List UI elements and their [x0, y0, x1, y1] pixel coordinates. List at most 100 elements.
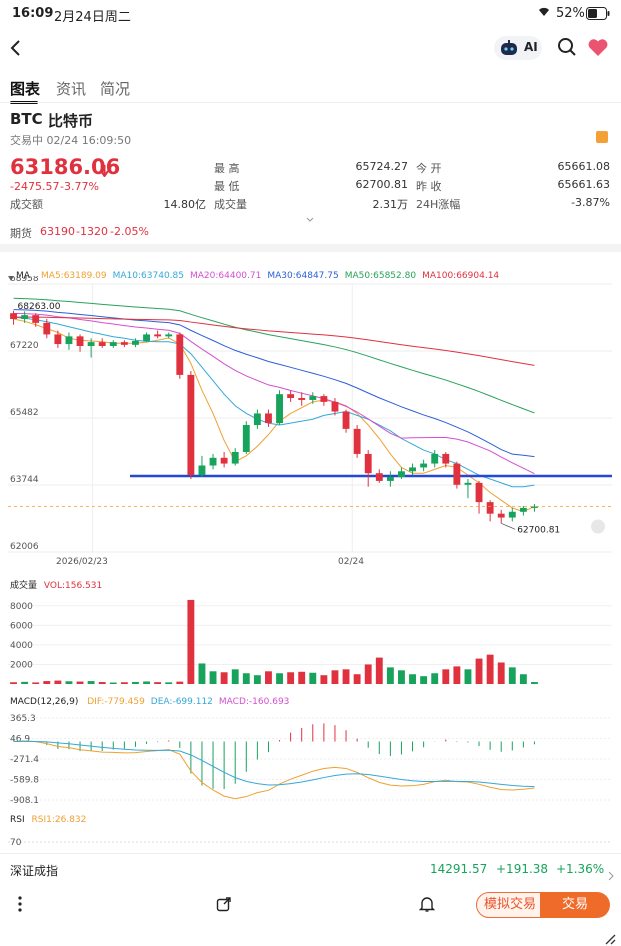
candle-body: [508, 511, 516, 518]
volume-bar: [187, 599, 195, 684]
alert-bell-icon[interactable]: [418, 895, 436, 917]
volume-bar: [364, 664, 372, 684]
volume-bar: [475, 658, 483, 684]
currency-badge-icon: [596, 131, 608, 143]
candlestick-chart[interactable]: 68958 67220 65482 63744 62006 2026/02/23 02/24…: [0, 276, 621, 570]
low-label: 最 低: [214, 180, 240, 193]
candle-body: [209, 457, 217, 466]
status-date: 2月24日周二: [54, 10, 131, 25]
volume-bar: [453, 666, 461, 684]
candle-body: [475, 482, 483, 503]
tab-chart[interactable]: 图表: [10, 80, 41, 98]
candle-body: [420, 463, 428, 468]
volume-bar: [497, 662, 505, 684]
candle-body: [265, 413, 272, 424]
resize-handle-icon[interactable]: [604, 930, 616, 946]
candle-body: [32, 315, 40, 323]
candle-body: [187, 374, 195, 476]
volume-chart[interactable]: 8000 6000 4000 2000: [0, 592, 621, 688]
index-name[interactable]: 深证成指: [10, 864, 59, 878]
volume-value: 2.31万: [372, 198, 409, 211]
tab-news[interactable]: 资讯: [56, 80, 87, 98]
chart-reset-icon: [591, 519, 605, 534]
tab-profile[interactable]: 简况: [100, 80, 131, 98]
volume-bar: [198, 663, 206, 684]
candle-body: [398, 471, 405, 478]
y-tick-label: 63744: [10, 475, 39, 485]
candle-body: [353, 428, 361, 454]
candle-body: [98, 342, 106, 346]
index-divider: [0, 853, 621, 854]
ma-legend-item: MA20:64400.71: [190, 271, 262, 281]
status-bar: 16:09 2月24日周二 52%: [0, 0, 621, 28]
simulated-trade-button[interactable]: 模拟交易: [476, 892, 544, 918]
x-tick-label: 02/24: [338, 557, 364, 567]
volume-bar: [486, 654, 494, 684]
y-tick-label: -908.1: [10, 796, 39, 806]
volume-bar: [242, 673, 250, 684]
symbol-name: 比特币: [48, 112, 94, 130]
x-tick-label: 2026/02/23: [56, 557, 108, 567]
volume-bar: [508, 667, 516, 684]
expand-chevron-icon[interactable]: [306, 208, 314, 227]
low-annotation-leader: [501, 522, 516, 530]
low-value: 62700.81: [355, 178, 409, 191]
candle-body: [220, 457, 228, 464]
open-label: 今 开: [416, 162, 442, 175]
candle-body: [65, 336, 73, 345]
candle-body: [442, 453, 450, 464]
index-value: 14291.57: [430, 862, 488, 876]
rsi-chart[interactable]: 70: [0, 828, 621, 852]
volume-label: 成交量: [214, 198, 247, 211]
search-icon[interactable]: [557, 37, 577, 61]
volume-bar: [386, 667, 394, 684]
candle-body: [43, 322, 51, 335]
ma-legend-item: MA30:64847.75: [267, 271, 339, 281]
volume-bar: [54, 680, 62, 684]
change-24h-value: -3.87%: [571, 196, 610, 209]
back-icon[interactable]: [8, 38, 24, 62]
volume-bar: [420, 676, 428, 684]
battery-icon: [586, 7, 610, 24]
volume-bar: [220, 672, 228, 684]
y-tick-label: 4000: [10, 641, 33, 651]
more-menu-icon[interactable]: [18, 896, 22, 916]
y-tick-label: 6000: [10, 621, 33, 631]
candle-body: [176, 334, 184, 375]
candle-body: [276, 394, 283, 424]
volume-bar: [10, 682, 17, 684]
tab-bar: 图表 资讯 简况: [0, 74, 621, 104]
rsi-value: RSI1:26.832: [31, 815, 87, 825]
ma30-line: [13, 309, 535, 458]
candle-body: [154, 334, 162, 337]
candle-body: [242, 425, 250, 453]
volume-bar: [519, 674, 527, 684]
share-icon[interactable]: [216, 896, 232, 916]
tab-divider: [0, 102, 621, 103]
ma5-line: [13, 318, 535, 513]
ma-collapse-icon[interactable]: [8, 266, 14, 285]
candle-body: [54, 334, 62, 345]
trade-button[interactable]: 交易: [540, 892, 610, 918]
favorite-heart-icon[interactable]: [587, 38, 609, 61]
volume-bar: [398, 670, 405, 684]
y-tick-label: 67220: [10, 341, 39, 351]
rsi-title: RSI: [10, 815, 25, 825]
ma-legend-item: MA100:66904.14: [422, 271, 500, 281]
candle-body: [120, 342, 128, 345]
chevron-right-icon[interactable]: [608, 866, 614, 885]
rsi-tick-label: 70: [10, 838, 22, 848]
macd-chart[interactable]: 365.3 46.9 -271.4 -589.8 -908.1: [0, 710, 621, 810]
volume-bar: [531, 682, 538, 684]
candle-body: [309, 396, 317, 400]
y-tick-label: 46.9: [10, 735, 30, 745]
candle-body: [519, 507, 527, 512]
candle-body: [21, 315, 29, 320]
volume-bar: [65, 681, 73, 684]
y-tick-label: 365.3: [10, 714, 36, 724]
candle-body: [132, 340, 139, 345]
index-change: +191.38: [496, 862, 549, 876]
futures-pct: -2.05%: [110, 225, 149, 238]
ma-legend-item: MA10:63740.85: [112, 271, 184, 281]
ai-button[interactable]: AI: [494, 36, 542, 60]
